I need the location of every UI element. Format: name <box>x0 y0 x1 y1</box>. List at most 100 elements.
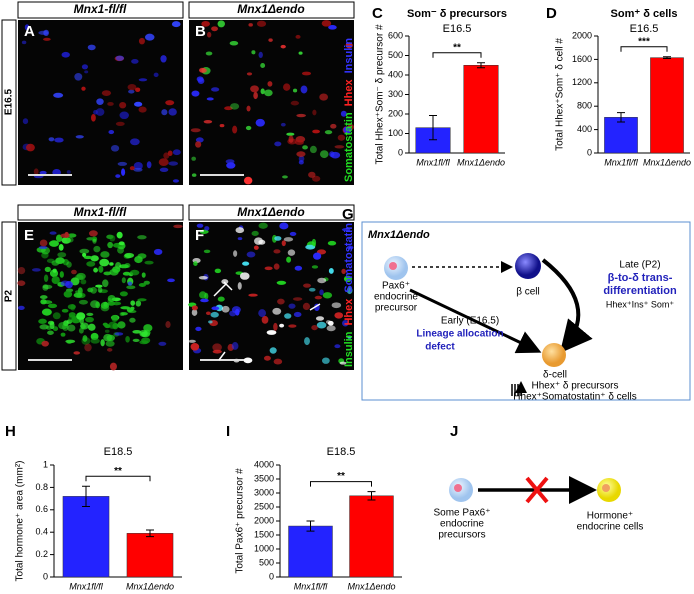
cell-signal <box>294 139 304 145</box>
cell-signal <box>334 312 344 319</box>
cell-signal <box>251 230 259 236</box>
cell-signal <box>48 137 55 142</box>
y-tick-label: 0 <box>398 147 403 157</box>
cell-signal <box>133 167 143 172</box>
cell-signal <box>269 347 277 354</box>
cell-signal <box>235 227 245 234</box>
label: endocrine <box>440 519 484 530</box>
cell-signal <box>273 322 278 331</box>
cell-signal <box>66 340 72 344</box>
y-tick-label: 0.8 <box>35 482 48 492</box>
cell-signal <box>43 29 49 36</box>
cell-signal <box>112 322 119 330</box>
label: endocrine cells <box>577 522 644 533</box>
cell-signal <box>221 279 229 285</box>
cell-signal <box>88 230 98 237</box>
label: Hhex⁺ δ precursors <box>532 381 619 392</box>
label: differentiation <box>603 285 677 297</box>
cell-signal <box>245 125 252 131</box>
cell-signal <box>106 334 115 342</box>
cell-signal <box>286 256 292 263</box>
error-bar <box>367 491 376 501</box>
cell-signal <box>63 290 73 298</box>
cell-signal <box>261 315 269 324</box>
y-axis-label: Total hormone⁺ area (mm²) <box>15 461 26 582</box>
y-tick-label: 600 <box>388 30 403 40</box>
cell-signal <box>311 324 318 331</box>
cell-signal <box>17 280 26 286</box>
cell-signal <box>31 268 41 272</box>
cell-signal <box>248 293 258 297</box>
cell-signal <box>337 134 346 141</box>
cell-signal <box>256 20 267 27</box>
cell-signal <box>296 151 306 157</box>
image-panels: E16.5 Mnx1-fl/fl Mnx1Δendo P2 Mnx1-fl/fl… <box>1 1 355 371</box>
cell-signal <box>334 344 341 349</box>
header: Mnx1Δendo <box>237 205 304 219</box>
cell-signal <box>339 361 347 365</box>
header-box <box>188 204 355 221</box>
cell-signal <box>52 312 61 320</box>
cell-signal <box>201 20 210 27</box>
cell-signal <box>341 227 351 232</box>
error-bar <box>663 56 671 60</box>
cell-signal <box>200 298 209 303</box>
panel-letter: F <box>195 227 204 244</box>
cell-signal <box>87 323 96 331</box>
cell-signal <box>208 320 213 324</box>
cell-signal <box>296 113 306 118</box>
cell-signal <box>199 67 206 73</box>
y-tick-label: 1 <box>43 459 48 469</box>
cell-signal <box>298 160 304 165</box>
nucleus <box>389 262 397 270</box>
cell-signal <box>127 309 137 314</box>
panel-letter: G <box>342 206 354 223</box>
y-tick-label: 3500 <box>254 473 274 483</box>
cell-signal <box>139 329 148 338</box>
cell-signal <box>311 265 319 269</box>
cell-signal <box>273 249 281 254</box>
cell-signal <box>302 302 311 311</box>
cell-signal <box>131 59 139 64</box>
cell-signal <box>39 170 47 175</box>
cell-signal <box>95 108 105 116</box>
cell-signal <box>138 106 147 113</box>
cell-signal <box>68 314 77 323</box>
cell-signals <box>17 20 355 371</box>
cell-signal <box>315 316 325 321</box>
bar <box>126 533 174 578</box>
header: Mnx1-fl/fl <box>74 205 127 219</box>
bar-chart: C Som⁻ δ precursors E16.5 Total Hhex⁺Som⁻ δ… <box>372 5 507 167</box>
cell-signal <box>96 98 104 105</box>
cell-signal <box>319 93 329 101</box>
cell-signal <box>300 85 308 94</box>
cell-signal <box>346 245 354 250</box>
panel-letter: A <box>24 23 35 40</box>
cell-signal <box>172 149 181 156</box>
cell-signal <box>98 265 104 273</box>
cell-signal <box>108 130 115 135</box>
cell-signal <box>198 275 208 280</box>
cell-signal <box>196 223 204 228</box>
cell-signal <box>91 114 96 122</box>
cell-signal <box>258 309 267 317</box>
x-tick-label: Mnx1fl/fl <box>294 581 329 591</box>
cell-signal <box>277 298 285 305</box>
cell-signal <box>128 89 135 94</box>
cell-signal <box>104 329 110 333</box>
x-tick-label: Mnx1fl/fl <box>69 581 104 591</box>
cell-signal <box>118 241 125 246</box>
row-label-box <box>1 221 17 371</box>
diagram-box <box>361 221 691 401</box>
label: Some Pax6⁺ <box>434 508 491 519</box>
cell-signal <box>83 255 93 260</box>
bar <box>650 57 684 154</box>
bar-chart: H E18.5 Total hormone⁺ area (mm²) 0 0.2 0.4 0.… <box>5 423 182 591</box>
label: δ-cell <box>543 370 567 381</box>
cell-signal <box>132 329 142 334</box>
cell-signal <box>112 301 122 306</box>
cell-signal <box>93 245 101 253</box>
cell-signal <box>112 266 121 273</box>
cell-signal <box>47 303 58 309</box>
cell-signal <box>79 248 90 254</box>
